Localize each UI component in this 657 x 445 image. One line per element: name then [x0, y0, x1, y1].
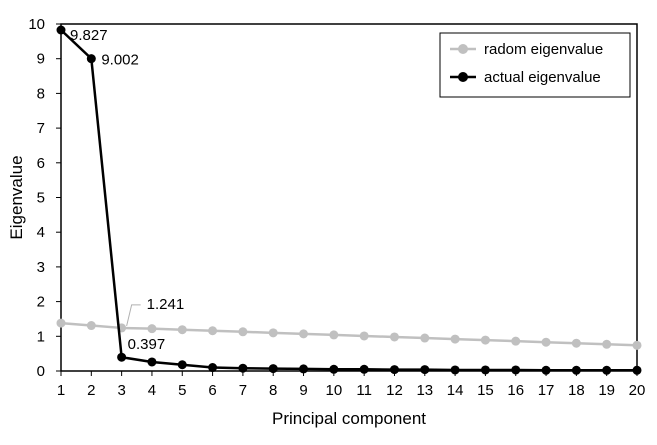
- series-actual-eigenvalue: [56, 25, 642, 375]
- x-tick-label: 12: [386, 382, 403, 399]
- data-point: [450, 365, 460, 375]
- data-point: [359, 364, 369, 374]
- data-point: [480, 335, 490, 345]
- y-axis: 0 1 2 3 4 5 6 7 8 9 10: [28, 16, 61, 380]
- x-tick-label: 1: [57, 382, 65, 399]
- data-point: [359, 331, 369, 341]
- data-point: [117, 352, 127, 362]
- x-tick-label: 6: [208, 382, 216, 399]
- data-point: [511, 336, 521, 346]
- data-point: [177, 360, 187, 370]
- data-point: [602, 365, 612, 375]
- data-point: [238, 327, 248, 337]
- data-point: [571, 365, 581, 375]
- data-point: [268, 328, 278, 338]
- legend-box: [439, 32, 631, 98]
- y-tick-label: 1: [37, 328, 45, 345]
- y-tick-label: 7: [37, 120, 45, 137]
- y-tick-label: 0: [37, 363, 45, 380]
- data-point: [268, 364, 278, 374]
- data-point: [177, 325, 187, 335]
- y-tick-label: 4: [37, 224, 45, 241]
- data-point: [299, 329, 309, 339]
- data-point: [299, 364, 309, 374]
- legend-label: radom eigenvalue: [484, 41, 603, 58]
- series-line: [60, 321, 638, 347]
- x-tick-label: 15: [477, 382, 494, 399]
- x-tick-label: 7: [239, 382, 247, 399]
- data-point: [571, 338, 581, 348]
- x-tick-label: 14: [447, 382, 464, 399]
- x-tick-label: 11: [356, 382, 372, 399]
- data-point: [56, 25, 66, 35]
- y-tick-label: 2: [37, 294, 45, 311]
- x-tick-label: 13: [416, 382, 433, 399]
- x-tick-label: 8: [269, 382, 277, 399]
- legend-swatch-marker: [458, 72, 468, 82]
- x-axis-title: Principal component: [272, 409, 426, 428]
- data-point: [389, 365, 399, 375]
- data-point: [632, 340, 642, 350]
- data-point: [511, 365, 521, 375]
- data-point: [420, 333, 430, 343]
- data-point: [208, 326, 218, 336]
- x-tick-label: 20: [629, 382, 646, 399]
- x-tick-label: 19: [598, 382, 615, 399]
- x-tick-label: 4: [148, 382, 156, 399]
- y-tick-label: 9: [37, 51, 45, 68]
- data-point: [602, 339, 612, 349]
- y-tick-label: 6: [37, 155, 45, 172]
- legend: radom eigenvalue actual eigenvalue: [439, 32, 631, 98]
- data-point: [541, 365, 551, 375]
- data-point: [389, 332, 399, 342]
- data-label: 0.397: [128, 336, 166, 353]
- data-point: [56, 318, 66, 328]
- x-tick-label: 17: [538, 382, 555, 399]
- data-point: [147, 357, 157, 367]
- data-point: [86, 54, 96, 64]
- data-point: [420, 365, 430, 375]
- data-label: 9.827: [70, 27, 108, 44]
- data-point: [238, 363, 248, 373]
- data-point: [208, 363, 218, 373]
- data-point: [147, 324, 157, 334]
- x-tick-label: 16: [507, 382, 524, 399]
- data-point: [632, 365, 642, 375]
- legend-label: actual eigenvalue: [484, 69, 601, 86]
- x-tick-label: 3: [117, 382, 125, 399]
- x-axis: 1 2 3 4 5 6 7 8 9 10 11 12 13 14 15 16 17 18 19 20: [57, 371, 646, 399]
- data-point: [329, 330, 339, 340]
- x-tick-label: 10: [325, 382, 342, 399]
- x-tick-label: 9: [299, 382, 307, 399]
- data-point: [450, 334, 460, 344]
- data-label: 9.002: [101, 52, 139, 69]
- series-layer: [56, 25, 642, 375]
- y-axis-title: Eigenvalue: [7, 155, 26, 239]
- legend-item-actual: actual eigenvalue: [450, 69, 601, 86]
- y-tick-label: 10: [28, 16, 45, 33]
- y-tick-label: 3: [37, 259, 45, 276]
- y-tick-label: 5: [37, 190, 45, 207]
- annotations: 9.827 9.002 1.241 0.397: [70, 27, 184, 353]
- x-tick-label: 2: [87, 382, 95, 399]
- x-tick-label: 5: [178, 382, 186, 399]
- y-tick-label: 8: [37, 85, 45, 102]
- x-tick-label: 18: [568, 382, 585, 399]
- data-point: [541, 337, 551, 347]
- annotation-leader: [126, 304, 141, 327]
- data-point: [480, 365, 490, 375]
- data-point: [86, 321, 96, 331]
- series-line: [60, 29, 637, 372]
- data-label: 1.241: [147, 296, 185, 313]
- legend-item-random: radom eigenvalue: [450, 41, 603, 58]
- data-point: [329, 364, 339, 374]
- legend-swatch-marker: [458, 44, 468, 54]
